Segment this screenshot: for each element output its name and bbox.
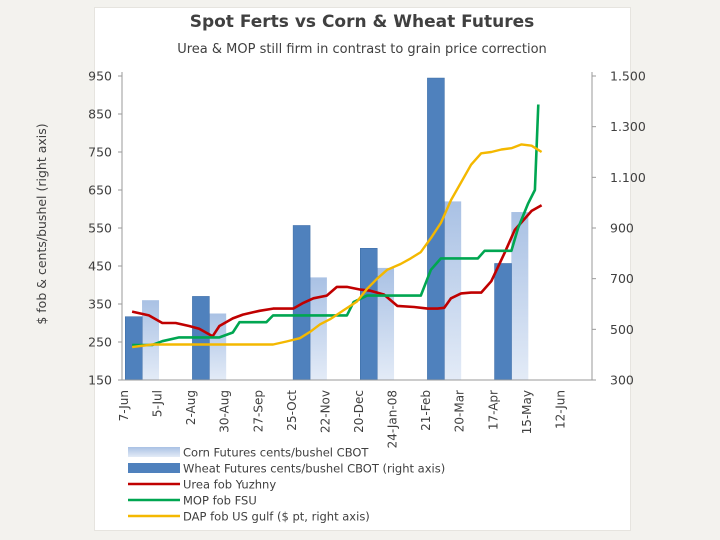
wheat-bar — [125, 316, 143, 381]
x-tick-label: 12-Jun — [553, 390, 567, 429]
x-tick-label: 27-Sep — [251, 390, 265, 432]
legend-swatch — [128, 463, 180, 473]
series-line — [131, 204, 543, 338]
x-tick-label: 20-Dec — [352, 390, 366, 433]
legend-label: Corn Futures cents/bushel CBOT — [183, 446, 369, 460]
corn-bar — [511, 212, 529, 380]
corn-bar — [309, 277, 327, 380]
legend: Corn Futures cents/bushel CBOT Wheat Futu… — [128, 446, 445, 524]
series-line — [131, 143, 543, 349]
y-tick-label: 450 — [88, 259, 112, 274]
y-axis-title: $ fob & cents/bushel (right axis) — [34, 123, 49, 324]
corn-bar — [444, 201, 462, 380]
y2-tick-label: 900 — [610, 221, 634, 236]
x-tick-label: 2-Aug — [184, 390, 198, 425]
y-tick-label: 250 — [88, 335, 112, 350]
y-tick-label: 550 — [88, 221, 112, 236]
y2-tick-label: 500 — [610, 322, 634, 337]
chart-subtitle: Urea & MOP still firm in contrast to gra… — [177, 42, 547, 57]
x-tick-label: 5-Jul — [151, 390, 165, 417]
legend-label: MOP fob FSU — [183, 494, 257, 508]
y-tick-label: 150 — [88, 373, 112, 388]
y2-tick-label: 300 — [610, 373, 634, 388]
legend-swatch — [128, 447, 180, 457]
corn-bar — [142, 300, 160, 380]
wheat-bar — [494, 263, 512, 381]
y-tick-label: 650 — [88, 183, 112, 198]
plot-area: 150 250 350 450 550 650 750 850 950 300 500 700 900 1… — [34, 69, 646, 449]
x-tick-label: 25-Oct — [285, 390, 299, 431]
y-tick-label: 850 — [88, 107, 112, 122]
y-tick-label: 350 — [88, 297, 112, 312]
y2-tick-label: 1.100 — [610, 170, 646, 185]
chart-title: Spot Ferts vs Corn & Wheat Futures — [190, 12, 535, 32]
legend-label: Wheat Futures cents/bushel CBOT (right a… — [183, 462, 445, 476]
x-tick-label: 20-Mar — [453, 390, 467, 432]
y2-tick-label: 1.300 — [610, 119, 646, 134]
x-tick-label: 22-Nov — [318, 390, 332, 433]
y2-tick-label: 1.500 — [610, 69, 646, 84]
corn-bar — [377, 267, 395, 380]
x-tick-label: 17-Apr — [486, 390, 500, 430]
legend-label: Urea fob Yuzhny — [183, 478, 276, 492]
x-tick-label: 15-May — [520, 390, 534, 434]
x-tick-label: 7-Jun — [117, 390, 131, 421]
corn-bar — [209, 313, 227, 380]
x-tick-label: 21-Feb — [419, 390, 433, 431]
y-tick-label: 750 — [88, 145, 112, 160]
wheat-bar — [360, 248, 378, 381]
y2-tick-label: 700 — [610, 271, 634, 286]
legend-label: DAP fob US gulf ($ pt, right axis) — [183, 510, 370, 524]
x-tick-label: 24-Jan-08 — [386, 390, 400, 448]
y-tick-label: 950 — [88, 69, 112, 84]
series-line — [132, 104, 540, 347]
x-tick-label: 30-Aug — [218, 390, 232, 433]
